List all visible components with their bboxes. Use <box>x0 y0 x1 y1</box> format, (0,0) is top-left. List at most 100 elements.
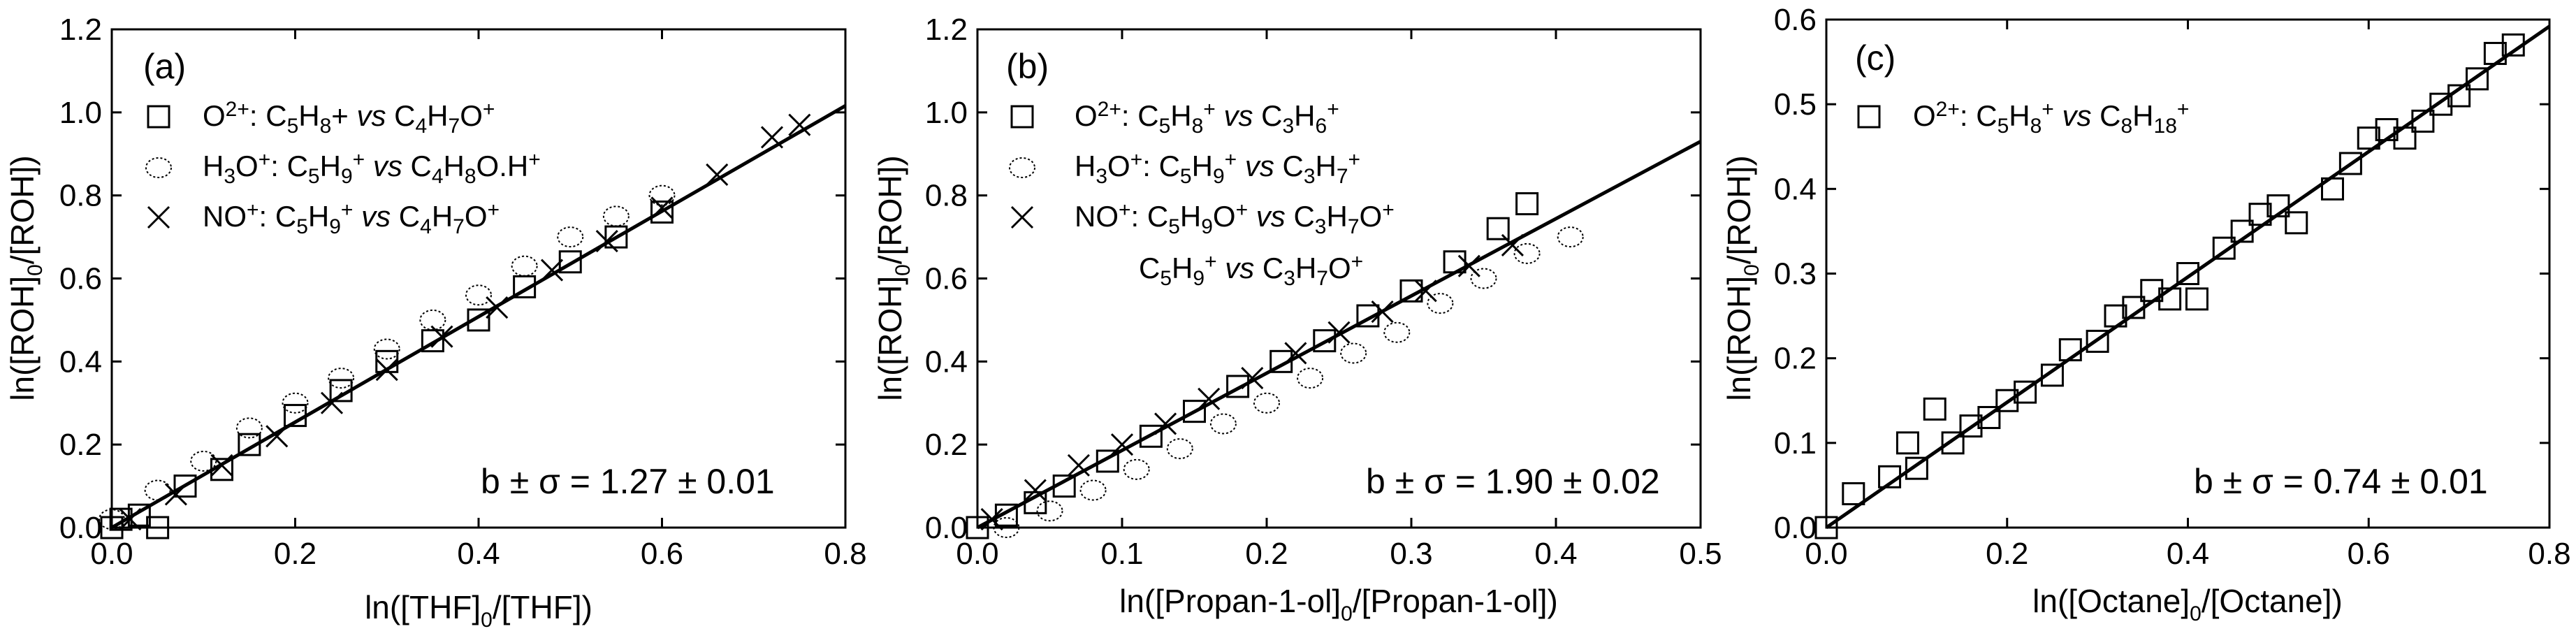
data-point-square <box>2466 67 2489 91</box>
x-tick-label: 0.6 <box>2348 537 2390 571</box>
legend-entry-o2: O2+: C5H8+ vs C8H18+ <box>1913 98 2189 138</box>
data-point-square <box>1183 400 1206 423</box>
data-point-square <box>966 516 989 539</box>
fit-result: b ± σ = 0.74 ± 0.01 <box>2194 462 2488 501</box>
data-point-square <box>173 474 197 498</box>
x-tick-label: 0.1 <box>1100 537 1143 571</box>
panel-b: (b) O2+: C5H8+ vs C3H6+ H3O+: C5H9+ vs C… <box>872 13 1722 625</box>
data-point-circle <box>190 450 217 472</box>
legend-entry-o2: O2+: C5H8+ vs C3H6+ <box>1075 98 1339 138</box>
x-axis-label: ln([Octane]0/[Octane]) <box>2032 583 2343 625</box>
data-point-circle <box>1427 293 1454 314</box>
y-tick-label: 0.2 <box>925 428 968 462</box>
y-tick-label: 1.2 <box>59 13 102 47</box>
x-tick-label: 0.4 <box>457 537 500 571</box>
panel-c: (c) O2+: C5H8+ vs C8H18+ b ± σ = 0.74 ± … <box>1721 3 2571 625</box>
y-tick-label: 0.4 <box>925 345 968 379</box>
legend-marker-cross <box>147 205 170 229</box>
y-tick-label: 0.0 <box>1774 511 1817 545</box>
y-tick-label: 1.0 <box>59 96 102 130</box>
fit-line <box>1825 24 2551 530</box>
x-tick-label: 0.3 <box>1390 537 1432 571</box>
legend-entry-no-2: C5H9+ vs C3H7O+ <box>1139 250 1363 290</box>
legend-marker-dotted-circle <box>1009 157 1035 178</box>
data-point-circle <box>1557 226 1584 248</box>
data-point-square <box>2086 329 2109 353</box>
y-axis-label: ln([ROH]0/[ROH]) <box>1721 155 1763 400</box>
data-point-square <box>1941 431 1965 455</box>
data-point-cross <box>1024 479 1047 502</box>
data-point-circle <box>1123 458 1150 480</box>
data-point-square <box>467 308 490 332</box>
y-tick-label: 0.0 <box>925 511 968 545</box>
data-point-square <box>1923 397 1946 421</box>
x-tick-label: 0.2 <box>1986 537 2028 571</box>
data-point-square <box>1139 424 1163 448</box>
data-point-square <box>1486 217 1510 240</box>
data-point-square <box>1814 516 1838 539</box>
data-point-square <box>2285 211 2308 235</box>
data-point-square <box>1959 414 1983 438</box>
y-tick-label: 1.0 <box>925 96 968 130</box>
fit-result: b ± σ = 1.90 ± 0.02 <box>1366 462 1660 501</box>
data-point-circle <box>1513 242 1541 264</box>
data-point-circle <box>1079 479 1107 501</box>
data-point-circle <box>328 368 355 389</box>
data-point-circle <box>511 255 538 277</box>
legend: O2+: C5H8+ vs C4H7O+ H3O+: C5H9+ vs C4H8… <box>145 98 541 238</box>
panel-label: (a) <box>143 47 186 86</box>
data-point-square <box>2040 363 2064 387</box>
data-point-square <box>2014 380 2037 404</box>
legend: O2+: C5H8+ vs C3H6+ H3O+: C5H9+ vs C3H7+… <box>1009 98 1395 290</box>
data-point-square <box>1842 482 1865 506</box>
y-tick-label: 0.6 <box>59 262 102 296</box>
x-tick-label: 0.5 <box>1679 537 1722 571</box>
y-tick-label: 0.4 <box>59 345 102 379</box>
legend-marker-dotted-circle <box>145 157 172 178</box>
y-tick-label: 0.6 <box>1774 3 1817 37</box>
x-tick-label: 0.0 <box>956 537 998 571</box>
data-point-square <box>2185 287 2208 311</box>
legend-entry-h3o: H3O+: C5H9+ vs C4H8O.H+ <box>203 148 541 188</box>
y-tick-label: 0.4 <box>1774 172 1817 206</box>
data-point-cross <box>1067 454 1090 477</box>
data-point-circle <box>235 417 263 439</box>
data-point-circle <box>1166 438 1193 460</box>
legend-marker-square <box>1857 105 1881 129</box>
data-point-circle <box>465 284 492 306</box>
y-tick-label: 0.8 <box>925 179 968 213</box>
y-tick-label: 0.5 <box>1774 87 1817 122</box>
x-tick-label: 0.6 <box>641 537 683 571</box>
legend-entry-no: NO+: C5H9O+ vs C3H7O+ <box>1075 198 1395 238</box>
legend-entry-no: NO+: C5H9+ vs C4H7O+ <box>203 198 500 238</box>
data-point-circle <box>648 184 676 206</box>
legend-marker-cross <box>1010 205 1034 229</box>
panel-a: (a) O2+: C5H8+ vs C4H7O+ H3O+: C5H9+ vs … <box>4 13 867 632</box>
panel-label: (c) <box>1855 38 1895 78</box>
data-point-square <box>1313 329 1337 353</box>
y-tick-label: 0.2 <box>1774 342 1817 376</box>
fit-line <box>110 104 847 530</box>
data-point-square <box>146 516 170 539</box>
data-point-cross <box>788 113 811 136</box>
data-point-square <box>127 503 151 527</box>
data-point-cross <box>1110 433 1134 456</box>
data-point-circle <box>282 392 309 414</box>
y-axis-label: ln([ROH]0/[ROH]) <box>4 155 47 400</box>
data-point-circle <box>1340 342 1367 364</box>
data-point-circle <box>1209 413 1237 435</box>
data-point-square <box>238 433 261 456</box>
panel-label: (b) <box>1006 47 1049 86</box>
x-tick-label: 0.2 <box>274 537 316 571</box>
data-point-circle <box>1297 368 1324 389</box>
y-tick-label: 0.1 <box>1774 426 1817 461</box>
data-point-circle <box>419 309 446 331</box>
x-tick-label: 0.8 <box>2528 537 2570 571</box>
x-tick-label: 0.8 <box>824 537 866 571</box>
x-tick-label: 0.4 <box>2167 537 2209 571</box>
data-point-circle <box>557 226 584 248</box>
data-point-square <box>1096 449 1119 473</box>
data-point-circle <box>1036 500 1063 522</box>
legend-marker-square <box>1010 105 1034 129</box>
data-point-circle <box>602 205 630 227</box>
